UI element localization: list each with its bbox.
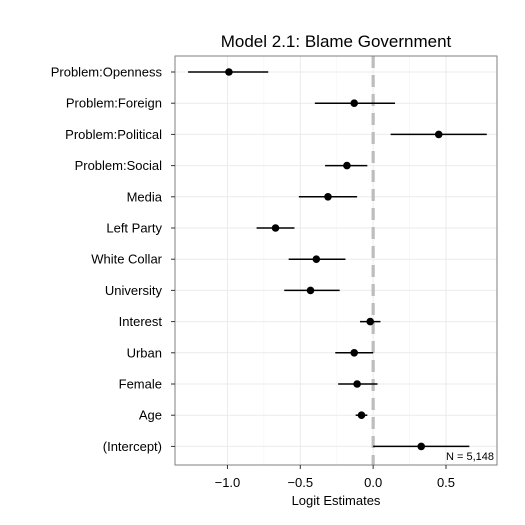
x-tick-label: −1.0 <box>215 475 241 490</box>
estimate-point <box>350 349 359 357</box>
y-tick-label: Problem:Social <box>75 158 163 173</box>
y-tick-label: White Collar <box>91 252 162 267</box>
estimate-point <box>357 411 366 420</box>
x-tick-label: −0.5 <box>287 475 313 490</box>
plot-panel: Problem:Openness Problem:Foreign Problem:P… <box>51 55 498 490</box>
estimate-point <box>271 224 280 232</box>
y-tick-label: (Intercept) <box>103 439 162 454</box>
y-tick-label: University <box>105 283 163 298</box>
panel-border <box>174 55 498 466</box>
estimate-point <box>353 380 361 388</box>
chart-title: Model 2.1: Blame Government <box>221 32 452 51</box>
estimate-point <box>366 317 375 326</box>
panel-background <box>175 56 497 465</box>
estimate-point <box>343 161 351 170</box>
y-tick-label: Left Party <box>106 221 162 236</box>
y-tick-label: Media <box>127 189 163 204</box>
y-tick-label: Problem:Openness <box>51 65 163 80</box>
estimate-point <box>417 442 426 451</box>
estimate-point <box>350 99 359 107</box>
y-tick-label: Age <box>139 408 162 423</box>
y-tick-label: Urban <box>127 345 162 360</box>
y-tick-label: Problem:Political <box>65 127 162 142</box>
x-tick-label: 0.0 <box>364 475 382 490</box>
y-tick-label: Interest <box>119 314 163 329</box>
estimate-point <box>324 193 332 201</box>
sample-size-annotation: N = 5,148 <box>446 451 494 463</box>
estimate-point <box>306 286 315 295</box>
y-tick-label: Problem:Foreign <box>66 96 162 111</box>
estimate-point <box>312 255 321 263</box>
estimate-point <box>434 130 443 139</box>
estimate-point <box>225 68 233 76</box>
y-tick-label: Female <box>119 377 162 392</box>
x-axis-label: Logit Estimates <box>292 493 381 508</box>
x-tick-label: 0.5 <box>437 475 455 490</box>
